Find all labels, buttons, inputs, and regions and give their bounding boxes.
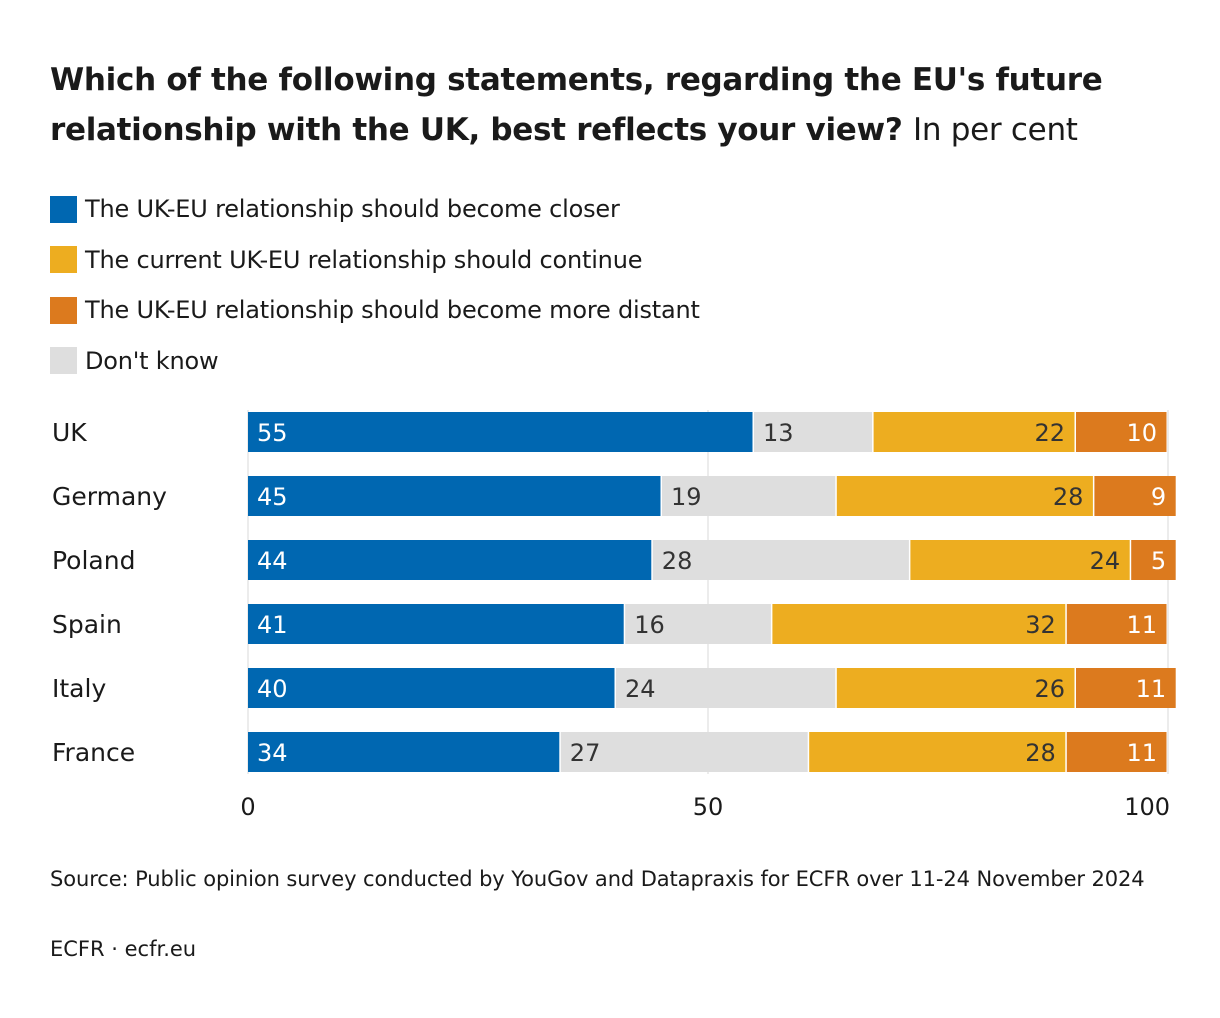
data-label-germany-series-0: 45 bbox=[257, 483, 288, 511]
bar-italy-series-3 bbox=[1076, 668, 1176, 708]
data-label-france-series-1: 27 bbox=[570, 739, 601, 767]
bar-germany-series-1 bbox=[662, 476, 836, 516]
data-label-poland-series-2: 24 bbox=[1090, 547, 1121, 575]
bar-germany-series-3 bbox=[1094, 476, 1176, 516]
bar-italy-series-0 bbox=[248, 668, 615, 708]
bar-spain-series-3 bbox=[1066, 604, 1167, 644]
category-label-poland: Poland bbox=[52, 546, 135, 575]
legend: The UK-EU relationship should become clo… bbox=[50, 184, 700, 386]
bar-italy-series-1 bbox=[616, 668, 836, 708]
data-label-uk-series-2: 22 bbox=[1034, 419, 1065, 447]
data-label-italy-series-3: 11 bbox=[1136, 675, 1167, 703]
bar-uk-series-3 bbox=[1076, 412, 1167, 452]
title-unit: In per cent bbox=[913, 112, 1078, 148]
bar-poland-series-2 bbox=[910, 540, 1130, 580]
data-label-spain-series-1: 16 bbox=[634, 611, 665, 639]
data-label-spain-series-3: 11 bbox=[1126, 611, 1157, 639]
data-label-germany-series-1: 19 bbox=[671, 483, 702, 511]
legend-label-dont-know: Don't know bbox=[85, 346, 219, 375]
bar-poland-series-1 bbox=[652, 540, 909, 580]
data-label-poland-series-1: 28 bbox=[662, 547, 693, 575]
category-label-germany: Germany bbox=[52, 482, 167, 511]
legend-item-dont-know: Don't know bbox=[50, 336, 700, 387]
data-label-italy-series-1: 24 bbox=[625, 675, 656, 703]
chart-title: Which of the following statements, regar… bbox=[50, 55, 1160, 155]
bar-france-series-3 bbox=[1066, 732, 1167, 772]
legend-label-closer: The UK-EU relationship should become clo… bbox=[85, 195, 620, 224]
category-label-spain: Spain bbox=[52, 610, 122, 639]
data-label-germany-series-2: 28 bbox=[1053, 483, 1084, 511]
data-label-france-series-0: 34 bbox=[257, 739, 288, 767]
legend-label-continue: The current UK-EU relationship should co… bbox=[85, 245, 643, 274]
data-label-poland-series-0: 44 bbox=[257, 547, 288, 575]
category-label-uk: UK bbox=[52, 418, 87, 447]
bar-germany-series-2 bbox=[836, 476, 1093, 516]
x-tick-label-0: 0 bbox=[240, 793, 255, 821]
data-label-uk-series-3: 10 bbox=[1126, 419, 1157, 447]
data-label-france-series-3: 11 bbox=[1126, 739, 1157, 767]
legend-swatch-closer bbox=[50, 195, 77, 223]
source-note: Source: Public opinion survey conducted … bbox=[50, 867, 1145, 891]
bar-france-series-1 bbox=[560, 732, 808, 772]
credit-line: ECFR · ecfr.eu bbox=[50, 937, 197, 961]
category-label-italy: Italy bbox=[52, 674, 106, 703]
bar-spain-series-2 bbox=[772, 604, 1066, 644]
bar-france-series-0 bbox=[248, 732, 560, 772]
bar-poland-series-0 bbox=[248, 540, 652, 580]
bar-italy-series-2 bbox=[836, 668, 1075, 708]
legend-swatch-dont-know bbox=[50, 347, 77, 375]
legend-item-distant: The UK-EU relationship should become mor… bbox=[50, 285, 700, 336]
bar-poland-series-3 bbox=[1131, 540, 1176, 580]
category-label-france: France bbox=[52, 738, 135, 767]
legend-item-continue: The current UK-EU relationship should co… bbox=[50, 235, 700, 286]
data-label-france-series-2: 28 bbox=[1025, 739, 1056, 767]
bar-germany-series-0 bbox=[248, 476, 661, 516]
bar-uk-series-1 bbox=[754, 412, 873, 452]
bar-uk-series-2 bbox=[873, 412, 1075, 452]
x-tick-label-100: 100 bbox=[1124, 793, 1170, 821]
bar-france-series-2 bbox=[809, 732, 1066, 772]
bar-spain-series-0 bbox=[248, 604, 624, 644]
bar-spain-series-1 bbox=[625, 604, 771, 644]
data-label-poland-series-3: 5 bbox=[1151, 547, 1166, 575]
data-label-italy-series-0: 40 bbox=[257, 675, 288, 703]
title-bold: Which of the following statements, regar… bbox=[50, 62, 1103, 148]
legend-swatch-distant bbox=[50, 296, 77, 324]
stacked-bar-chart: UK 55 13 22 10 Germany 45 19 28 9 Poland 44 28 24 5 Spa… bbox=[52, 410, 1176, 821]
legend-label-distant: The UK-EU relationship should become mor… bbox=[85, 296, 700, 325]
legend-swatch-continue bbox=[50, 246, 77, 274]
bar-uk-series-0 bbox=[248, 412, 753, 452]
x-tick-label-50: 50 bbox=[693, 793, 724, 821]
data-label-germany-series-3: 9 bbox=[1151, 483, 1166, 511]
legend-item-closer: The UK-EU relationship should become clo… bbox=[50, 184, 700, 235]
data-label-italy-series-2: 26 bbox=[1034, 675, 1065, 703]
data-label-uk-series-0: 55 bbox=[257, 419, 288, 447]
data-label-spain-series-0: 41 bbox=[257, 611, 288, 639]
data-label-uk-series-1: 13 bbox=[763, 419, 794, 447]
data-label-spain-series-2: 32 bbox=[1025, 611, 1056, 639]
